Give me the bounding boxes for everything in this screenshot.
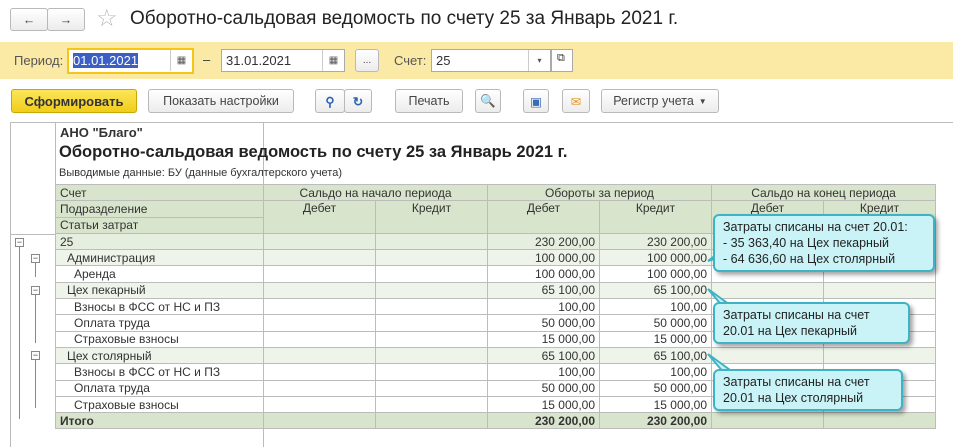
account-label: Счет: (394, 53, 427, 68)
row-name: Администрация (55, 249, 264, 267)
period-select-button[interactable]: ... (355, 49, 379, 72)
collapse-icon[interactable]: − (31, 350, 40, 360)
collapse-icon[interactable]: − (15, 237, 24, 247)
print-preview-icon[interactable]: 🔍 (475, 89, 501, 113)
date-dash: – (203, 52, 211, 67)
turnover-debit: 100 000,00 (487, 249, 600, 267)
collapse-icon[interactable]: − (31, 285, 40, 295)
turnover-debit: 15 000,00 (487, 330, 600, 348)
generate-button[interactable]: Сформировать (11, 89, 137, 113)
arrow-right-icon: → (59, 12, 73, 27)
row-name: Взносы в ФСС от НС и ПЗ (55, 363, 264, 381)
org-name: АНО "Благо" (60, 125, 143, 140)
chevron-down-icon: ▼ (698, 96, 707, 106)
account-select[interactable]: 25 ▾ (431, 49, 551, 72)
row-name: Оплата труда (55, 379, 264, 397)
row-name: Оплата труда (55, 314, 264, 332)
search-reset-icon[interactable]: ↻ (344, 89, 372, 113)
date-to-input[interactable]: 31.01.2021 ▦ (221, 49, 345, 72)
turnover-debit: 50 000,00 (487, 379, 600, 397)
turnover-debit: 65 100,00 (487, 346, 600, 365)
table-row[interactable]: Цех пекарный 65 100,00 65 100,00 (55, 281, 936, 300)
calendar-icon[interactable]: ▦ (322, 50, 344, 71)
output-data-label: Выводимые данные: БУ (данные бухгалтерск… (59, 167, 342, 179)
star-icon[interactable]: ☆ (96, 5, 118, 32)
turnover-debit: 50 000,00 (487, 314, 600, 332)
row-name: Аренда (55, 265, 264, 283)
chevron-down-icon[interactable]: ▾ (528, 50, 550, 71)
callout-bakery: Затраты списаны на счет 20.01 на Цех пека… (713, 302, 910, 344)
account-value: 25 (436, 53, 451, 68)
calendar-icon[interactable]: ▦ (170, 50, 192, 71)
turnover-debit: 65 100,00 (487, 281, 600, 300)
save-icon[interactable]: ▣ (523, 89, 549, 113)
turnover-credit: 100 000,00 (599, 249, 712, 267)
turnover-credit: 230 200,00 (599, 412, 712, 430)
turnover-debit: 230 200,00 (487, 232, 600, 251)
report-area (10, 122, 953, 447)
date-from-input[interactable]: 01.01.2021 ▦ (67, 48, 194, 74)
turnover-credit: 50 000,00 (599, 379, 712, 397)
header-cost-item: Статьи затрат (55, 216, 264, 234)
page-title: Оборотно-сальдовая ведомость по счету 25… (130, 8, 679, 29)
date-from-value: 01.01.2021 (73, 53, 139, 68)
table-row[interactable]: Цех столярный 65 100,00 65 100,00 (55, 346, 936, 365)
row-name: Итого (55, 412, 264, 430)
report-title: Оборотно-сальдовая ведомость по счету 25… (59, 143, 568, 161)
header-credit: Кредит (599, 200, 712, 234)
turnover-credit: 15 000,00 (599, 395, 712, 414)
header-division: Подразделение (55, 200, 264, 218)
header-closing: Сальдо на конец периода (711, 183, 936, 202)
show-settings-button[interactable]: Показать настройки (148, 89, 294, 113)
register-menu-button[interactable]: Регистр учета ▼ (601, 89, 719, 113)
header-account: Счет (55, 183, 264, 202)
email-icon[interactable]: ✉ (562, 89, 590, 113)
register-label: Регистр учета (613, 94, 694, 108)
period-label: Период: (14, 53, 64, 68)
search-icon[interactable]: ⚲ (315, 89, 345, 113)
header-debit: Дебет (263, 200, 376, 234)
header-turnover: Обороты за период (487, 183, 712, 202)
turnover-debit: 100 000,00 (487, 265, 600, 283)
turnover-credit: 100,00 (599, 298, 712, 316)
turnover-debit: 230 200,00 (487, 412, 600, 430)
back-button[interactable]: ← (10, 8, 48, 31)
turnover-debit: 15 000,00 (487, 395, 600, 414)
row-name: Взносы в ФСС от НС и ПЗ (55, 298, 264, 316)
turnover-debit: 100,00 (487, 298, 600, 316)
ellipsis-label: ... (362, 55, 372, 66)
row-name: Цех столярный (55, 346, 264, 365)
turnover-debit: 100,00 (487, 363, 600, 381)
turnover-credit: 100,00 (599, 363, 712, 381)
header-opening: Сальдо на начало периода (263, 183, 488, 202)
print-button[interactable]: Печать (395, 89, 463, 113)
total-row: Итого 230 200,00 230 200,00 (55, 412, 936, 430)
row-name: Страховые взносы (55, 330, 264, 348)
turnover-credit: 65 100,00 (599, 281, 712, 300)
callout-carpentry: Затраты списаны на счет 20.01 на Цех стол… (713, 369, 903, 411)
collapse-icon[interactable]: − (31, 253, 40, 263)
header-debit: Дебет (487, 200, 600, 234)
row-name: 25 (55, 232, 264, 251)
row-name: Цех пекарный (55, 281, 264, 300)
filter-bar: Период: 01.01.2021 ▦ – 31.01.2021 ▦ ... Сч… (0, 42, 953, 79)
date-to-value: 31.01.2021 (226, 53, 292, 68)
open-account-icon[interactable]: ⧉ (551, 49, 573, 72)
forward-button[interactable]: → (47, 8, 85, 31)
callout-admin: Затраты списаны на счет 20.01: - 35 363,4… (713, 214, 935, 272)
arrow-left-icon: ← (22, 12, 36, 27)
row-name: Страховые взносы (55, 395, 264, 414)
header-credit: Кредит (375, 200, 488, 234)
